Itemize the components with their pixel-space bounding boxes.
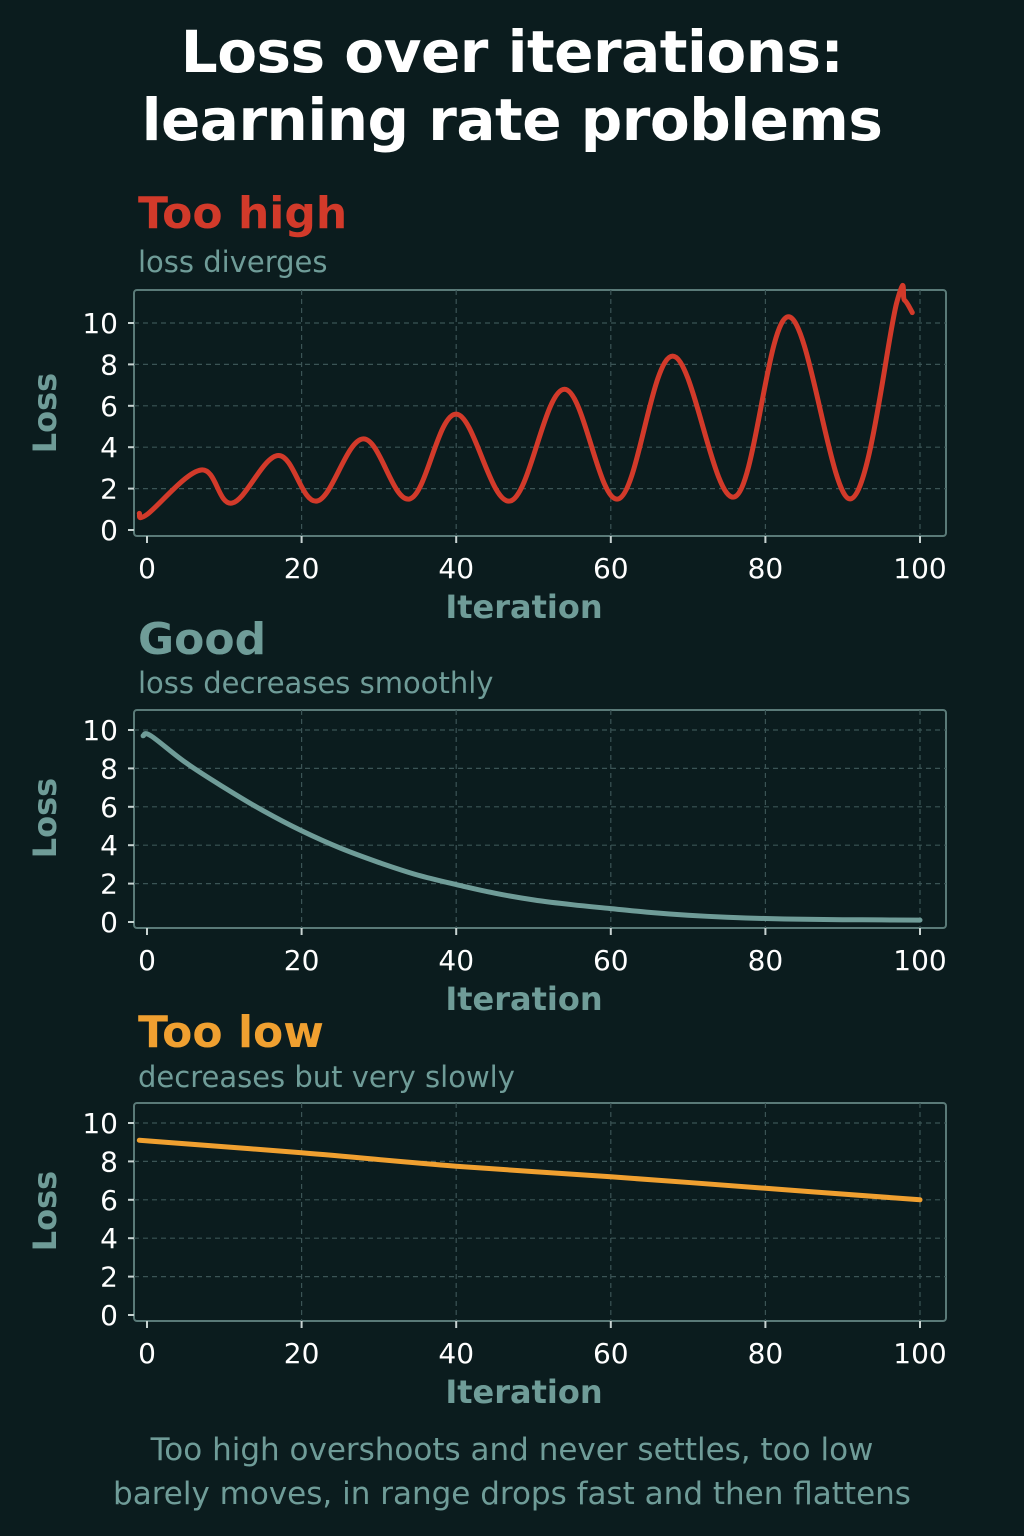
x-tick-label: 0 bbox=[138, 944, 156, 977]
y-tick-label: 4 bbox=[100, 829, 118, 862]
x-tick-label: 100 bbox=[893, 552, 946, 585]
page-title-line-2: learning rate problems bbox=[141, 86, 883, 154]
footer-line-1: Too high overshoots and never settles, t… bbox=[150, 1432, 874, 1468]
footer-caption: Too high overshoots and never settles, t… bbox=[0, 1428, 1024, 1516]
y-axis-label: Loss bbox=[26, 373, 64, 453]
panel-subtitle-too-low: decreases but very slowly bbox=[138, 1060, 515, 1094]
y-axis-label: Loss bbox=[26, 1171, 64, 1251]
series-line bbox=[140, 731, 923, 923]
y-tick-label: 2 bbox=[100, 473, 118, 506]
panel-title-good: Good bbox=[138, 614, 267, 665]
plot-frame bbox=[133, 1102, 947, 1322]
panel-title-too-high: Too high bbox=[138, 188, 348, 239]
x-tick-label: 20 bbox=[284, 1337, 320, 1370]
y-tick-label: 10 bbox=[82, 1107, 118, 1140]
y-tick-label: 4 bbox=[100, 1222, 118, 1255]
panel-subtitle-too-high: loss diverges bbox=[138, 245, 328, 279]
y-tick-label: 0 bbox=[100, 1299, 118, 1332]
x-tick-label: 0 bbox=[138, 1337, 156, 1370]
y-tick-label: 8 bbox=[100, 348, 118, 381]
x-tick-label: 20 bbox=[284, 944, 320, 977]
x-tick-label: 40 bbox=[438, 552, 474, 585]
y-tick-label: 10 bbox=[82, 307, 118, 340]
x-tick-label: 60 bbox=[593, 1337, 629, 1370]
series-line bbox=[136, 1137, 923, 1203]
x-tick-label: 100 bbox=[893, 1337, 946, 1370]
y-tick-label: 2 bbox=[100, 868, 118, 901]
y-tick-label: 0 bbox=[100, 514, 118, 547]
page-title-line-1: Loss over iterations: bbox=[180, 18, 844, 86]
footer-line-2: barely moves, in range drops fast and th… bbox=[113, 1476, 911, 1512]
y-tick-label: 6 bbox=[100, 1184, 118, 1217]
series-line bbox=[136, 282, 915, 521]
x-tick-label: 40 bbox=[438, 944, 474, 977]
x-axis-label: Iteration bbox=[445, 1373, 602, 1411]
y-tick-label: 8 bbox=[100, 1145, 118, 1178]
panel-subtitle-good: loss decreases smoothly bbox=[138, 666, 494, 700]
x-axis-label: Iteration bbox=[445, 980, 602, 1018]
page-title: Loss over iterations: learning rate prob… bbox=[0, 18, 1024, 154]
x-tick-label: 40 bbox=[438, 1337, 474, 1370]
y-tick-label: 8 bbox=[100, 752, 118, 785]
y-axis-label: Loss bbox=[26, 778, 64, 858]
y-tick-label: 4 bbox=[100, 431, 118, 464]
plot-frame bbox=[133, 289, 947, 537]
x-tick-label: 80 bbox=[748, 1337, 784, 1370]
y-tick-label: 2 bbox=[100, 1261, 118, 1294]
x-tick-label: 80 bbox=[748, 552, 784, 585]
y-tick-label: 0 bbox=[100, 906, 118, 939]
x-tick-label: 100 bbox=[893, 944, 946, 977]
plot-frame bbox=[133, 709, 947, 929]
y-tick-label: 6 bbox=[100, 390, 118, 423]
x-axis-label: Iteration bbox=[445, 588, 602, 626]
x-tick-label: 60 bbox=[593, 944, 629, 977]
panel-title-too-low: Too low bbox=[138, 1007, 324, 1058]
x-tick-label: 60 bbox=[593, 552, 629, 585]
x-tick-label: 20 bbox=[284, 552, 320, 585]
y-tick-label: 10 bbox=[82, 714, 118, 747]
y-tick-label: 6 bbox=[100, 791, 118, 824]
x-tick-label: 80 bbox=[748, 944, 784, 977]
x-tick-label: 0 bbox=[138, 552, 156, 585]
